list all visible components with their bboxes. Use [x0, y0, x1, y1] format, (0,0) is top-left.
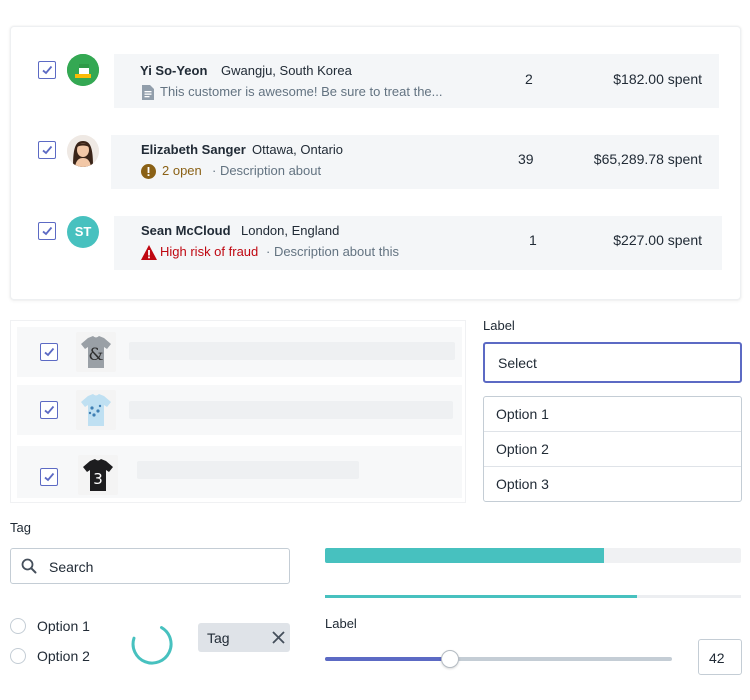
range-label: Label: [325, 616, 357, 631]
customer-name: Sean McCloud: [141, 223, 231, 238]
order-count: 1: [529, 232, 537, 248]
customer-row-3[interactable]: Sean McCloud London, England High risk o…: [114, 216, 722, 270]
progress-bar: [325, 548, 741, 563]
customer-location: Gwangju, South Korea: [221, 63, 352, 78]
customer-row-1[interactable]: Yi So-Yeon Gwangju, South Korea This cus…: [114, 54, 719, 108]
green-avatar-icon: [67, 54, 99, 86]
open-orders-status: 2 open: [162, 163, 202, 178]
tshirt-ampersand-icon: &: [76, 332, 116, 372]
customer-checkbox[interactable]: [38, 141, 56, 159]
person-photo-avatar: [67, 135, 99, 167]
progress-fill: [325, 548, 604, 563]
option-item[interactable]: Option 2: [484, 432, 741, 467]
range-value-input[interactable]: 42: [698, 639, 742, 675]
range-track[interactable]: [325, 657, 672, 661]
radio-label: Option 1: [37, 618, 90, 634]
tshirt-black-3-icon: 3: [78, 455, 118, 495]
product-title-skeleton: [129, 342, 455, 360]
select-value: Select: [498, 355, 537, 371]
customer-name: Elizabeth Sanger: [141, 142, 246, 157]
close-icon[interactable]: [272, 631, 285, 644]
customer-description: · Description about this: [266, 244, 399, 259]
product-checkbox[interactable]: [40, 468, 58, 486]
customer-description: · Description about: [212, 163, 322, 178]
select-label: Label: [483, 318, 515, 333]
customer-checkbox[interactable]: [38, 61, 56, 79]
option-item[interactable]: Option 1: [484, 397, 741, 432]
product-list-panel: & 3: [10, 320, 466, 503]
customer-row-2[interactable]: Elizabeth Sanger Ottawa, Ontario 2 open …: [111, 135, 719, 189]
product-title-skeleton: [129, 401, 453, 419]
radio-label: Option 2: [37, 648, 90, 664]
range-thumb[interactable]: [440, 650, 459, 668]
amount-spent: $182.00 spent: [613, 71, 702, 87]
product-checkbox[interactable]: [40, 401, 58, 419]
avatar-initials: ST: [74, 224, 92, 239]
range-value: 42: [709, 650, 725, 666]
amount-spent: $65,289.78 spent: [593, 151, 702, 167]
tshirt-blue-pattern-icon: [76, 390, 116, 430]
option-list: Option 1 Option 2 Option 3: [483, 396, 742, 502]
tag-label: Tag: [10, 520, 31, 535]
customer-location: London, England: [241, 223, 340, 238]
search-placeholder: Search: [49, 559, 94, 575]
customer-name: Yi So-Yeon: [140, 63, 208, 78]
warning-triangle-icon: [141, 245, 157, 260]
document-icon: [142, 85, 154, 100]
customer-location: Ottawa, Ontario: [252, 142, 344, 157]
range-fill: [325, 657, 450, 661]
amount-spent: $227.00 spent: [613, 232, 702, 248]
radio-option-2[interactable]: [10, 648, 26, 664]
order-count: 2: [525, 71, 533, 87]
product-title-skeleton: [137, 461, 359, 479]
customer-note: This customer is awesome! Be sure to tre…: [160, 84, 443, 99]
tag-label-text: Tag: [207, 630, 230, 646]
search-input[interactable]: Search: [10, 548, 290, 584]
alert-circle-icon: [141, 164, 156, 179]
progress-bar-thin: [325, 595, 741, 598]
order-count: 39: [518, 151, 534, 167]
progress-fill: [325, 595, 637, 598]
customer-checkbox[interactable]: [38, 222, 56, 240]
initials-avatar: ST: [67, 216, 99, 248]
option-item[interactable]: Option 3: [496, 476, 549, 492]
radio-option-1[interactable]: [10, 618, 26, 634]
svg-text:&: &: [88, 345, 103, 365]
product-checkbox[interactable]: [40, 343, 58, 361]
fraud-risk-status: High risk of fraud: [160, 244, 259, 259]
spinner-icon: [131, 626, 173, 665]
search-icon: [21, 558, 37, 574]
customer-list-card: Yi So-Yeon Gwangju, South Korea This cus…: [10, 26, 741, 300]
tag-chip: Tag: [198, 623, 290, 652]
select-dropdown[interactable]: Select: [483, 342, 742, 383]
svg-text:3: 3: [93, 470, 103, 488]
